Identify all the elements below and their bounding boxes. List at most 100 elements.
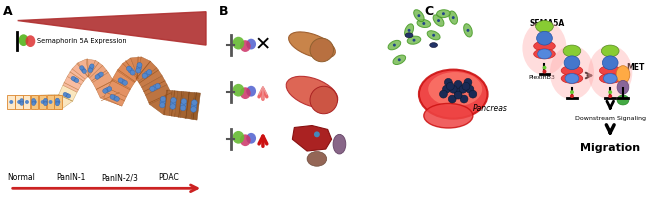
Circle shape	[160, 99, 165, 105]
Ellipse shape	[617, 80, 629, 94]
Circle shape	[417, 14, 421, 17]
Circle shape	[413, 39, 415, 42]
Circle shape	[127, 66, 131, 71]
Circle shape	[460, 95, 468, 103]
Ellipse shape	[537, 31, 552, 45]
Ellipse shape	[616, 66, 630, 83]
Polygon shape	[48, 95, 55, 109]
Circle shape	[454, 80, 462, 88]
Ellipse shape	[424, 103, 473, 128]
Circle shape	[41, 100, 45, 104]
Circle shape	[170, 101, 176, 106]
Circle shape	[20, 100, 23, 104]
Circle shape	[79, 66, 84, 70]
Circle shape	[32, 102, 36, 105]
Circle shape	[55, 102, 59, 106]
Circle shape	[191, 103, 197, 109]
Circle shape	[88, 68, 92, 73]
Ellipse shape	[405, 33, 413, 38]
Ellipse shape	[536, 21, 553, 32]
Polygon shape	[112, 70, 135, 89]
Circle shape	[543, 66, 547, 70]
Polygon shape	[72, 63, 88, 79]
Ellipse shape	[430, 43, 437, 47]
Circle shape	[181, 99, 187, 104]
Circle shape	[150, 86, 155, 92]
Circle shape	[55, 98, 59, 102]
Polygon shape	[104, 88, 126, 106]
Polygon shape	[192, 93, 200, 120]
Circle shape	[464, 78, 472, 86]
Polygon shape	[138, 68, 162, 87]
Text: Downstream Signaling: Downstream Signaling	[575, 116, 645, 121]
FancyBboxPatch shape	[7, 95, 15, 109]
Ellipse shape	[289, 32, 335, 58]
Circle shape	[120, 79, 125, 84]
Circle shape	[314, 132, 320, 137]
Ellipse shape	[534, 49, 555, 59]
Circle shape	[118, 78, 123, 83]
Circle shape	[459, 85, 467, 93]
Circle shape	[608, 94, 612, 98]
Polygon shape	[90, 65, 109, 83]
Ellipse shape	[617, 95, 629, 105]
Polygon shape	[35, 95, 42, 109]
Text: B: B	[219, 5, 228, 18]
Ellipse shape	[246, 86, 256, 97]
Circle shape	[110, 95, 115, 99]
Polygon shape	[58, 85, 77, 101]
Polygon shape	[292, 125, 332, 151]
Circle shape	[130, 70, 135, 75]
Ellipse shape	[534, 41, 555, 51]
Ellipse shape	[601, 45, 619, 57]
Circle shape	[445, 78, 452, 86]
FancyBboxPatch shape	[39, 95, 46, 109]
Text: PlexinB3: PlexinB3	[528, 75, 555, 80]
Circle shape	[99, 72, 103, 77]
Circle shape	[170, 104, 176, 109]
Ellipse shape	[246, 39, 256, 49]
Polygon shape	[136, 57, 150, 79]
Circle shape	[449, 85, 457, 93]
Polygon shape	[16, 96, 23, 108]
Polygon shape	[10, 96, 16, 108]
Circle shape	[466, 85, 474, 93]
Polygon shape	[175, 91, 183, 117]
Ellipse shape	[393, 55, 406, 64]
Circle shape	[128, 68, 133, 73]
FancyBboxPatch shape	[47, 95, 54, 109]
Ellipse shape	[561, 66, 583, 76]
Circle shape	[570, 94, 574, 98]
Ellipse shape	[599, 74, 621, 83]
Circle shape	[66, 94, 71, 98]
FancyBboxPatch shape	[23, 95, 31, 109]
Text: SEMA5A: SEMA5A	[530, 19, 565, 28]
Circle shape	[152, 85, 158, 90]
Ellipse shape	[419, 70, 488, 119]
Circle shape	[71, 76, 75, 81]
Ellipse shape	[233, 84, 244, 97]
Circle shape	[123, 80, 127, 85]
Circle shape	[49, 100, 53, 104]
Polygon shape	[117, 63, 138, 82]
Ellipse shape	[463, 24, 473, 37]
Circle shape	[25, 100, 29, 104]
Circle shape	[65, 93, 69, 97]
Circle shape	[103, 89, 107, 93]
Polygon shape	[42, 95, 48, 109]
Ellipse shape	[428, 72, 482, 106]
Ellipse shape	[286, 76, 338, 108]
Ellipse shape	[404, 24, 413, 37]
FancyBboxPatch shape	[31, 95, 38, 109]
Ellipse shape	[538, 49, 551, 59]
Polygon shape	[136, 61, 157, 82]
Ellipse shape	[564, 56, 580, 70]
Text: A: A	[3, 5, 12, 18]
Polygon shape	[58, 95, 73, 109]
Circle shape	[159, 102, 165, 108]
Circle shape	[155, 83, 161, 89]
Ellipse shape	[433, 15, 444, 26]
Ellipse shape	[588, 46, 632, 100]
Polygon shape	[146, 85, 172, 104]
Polygon shape	[186, 92, 195, 119]
